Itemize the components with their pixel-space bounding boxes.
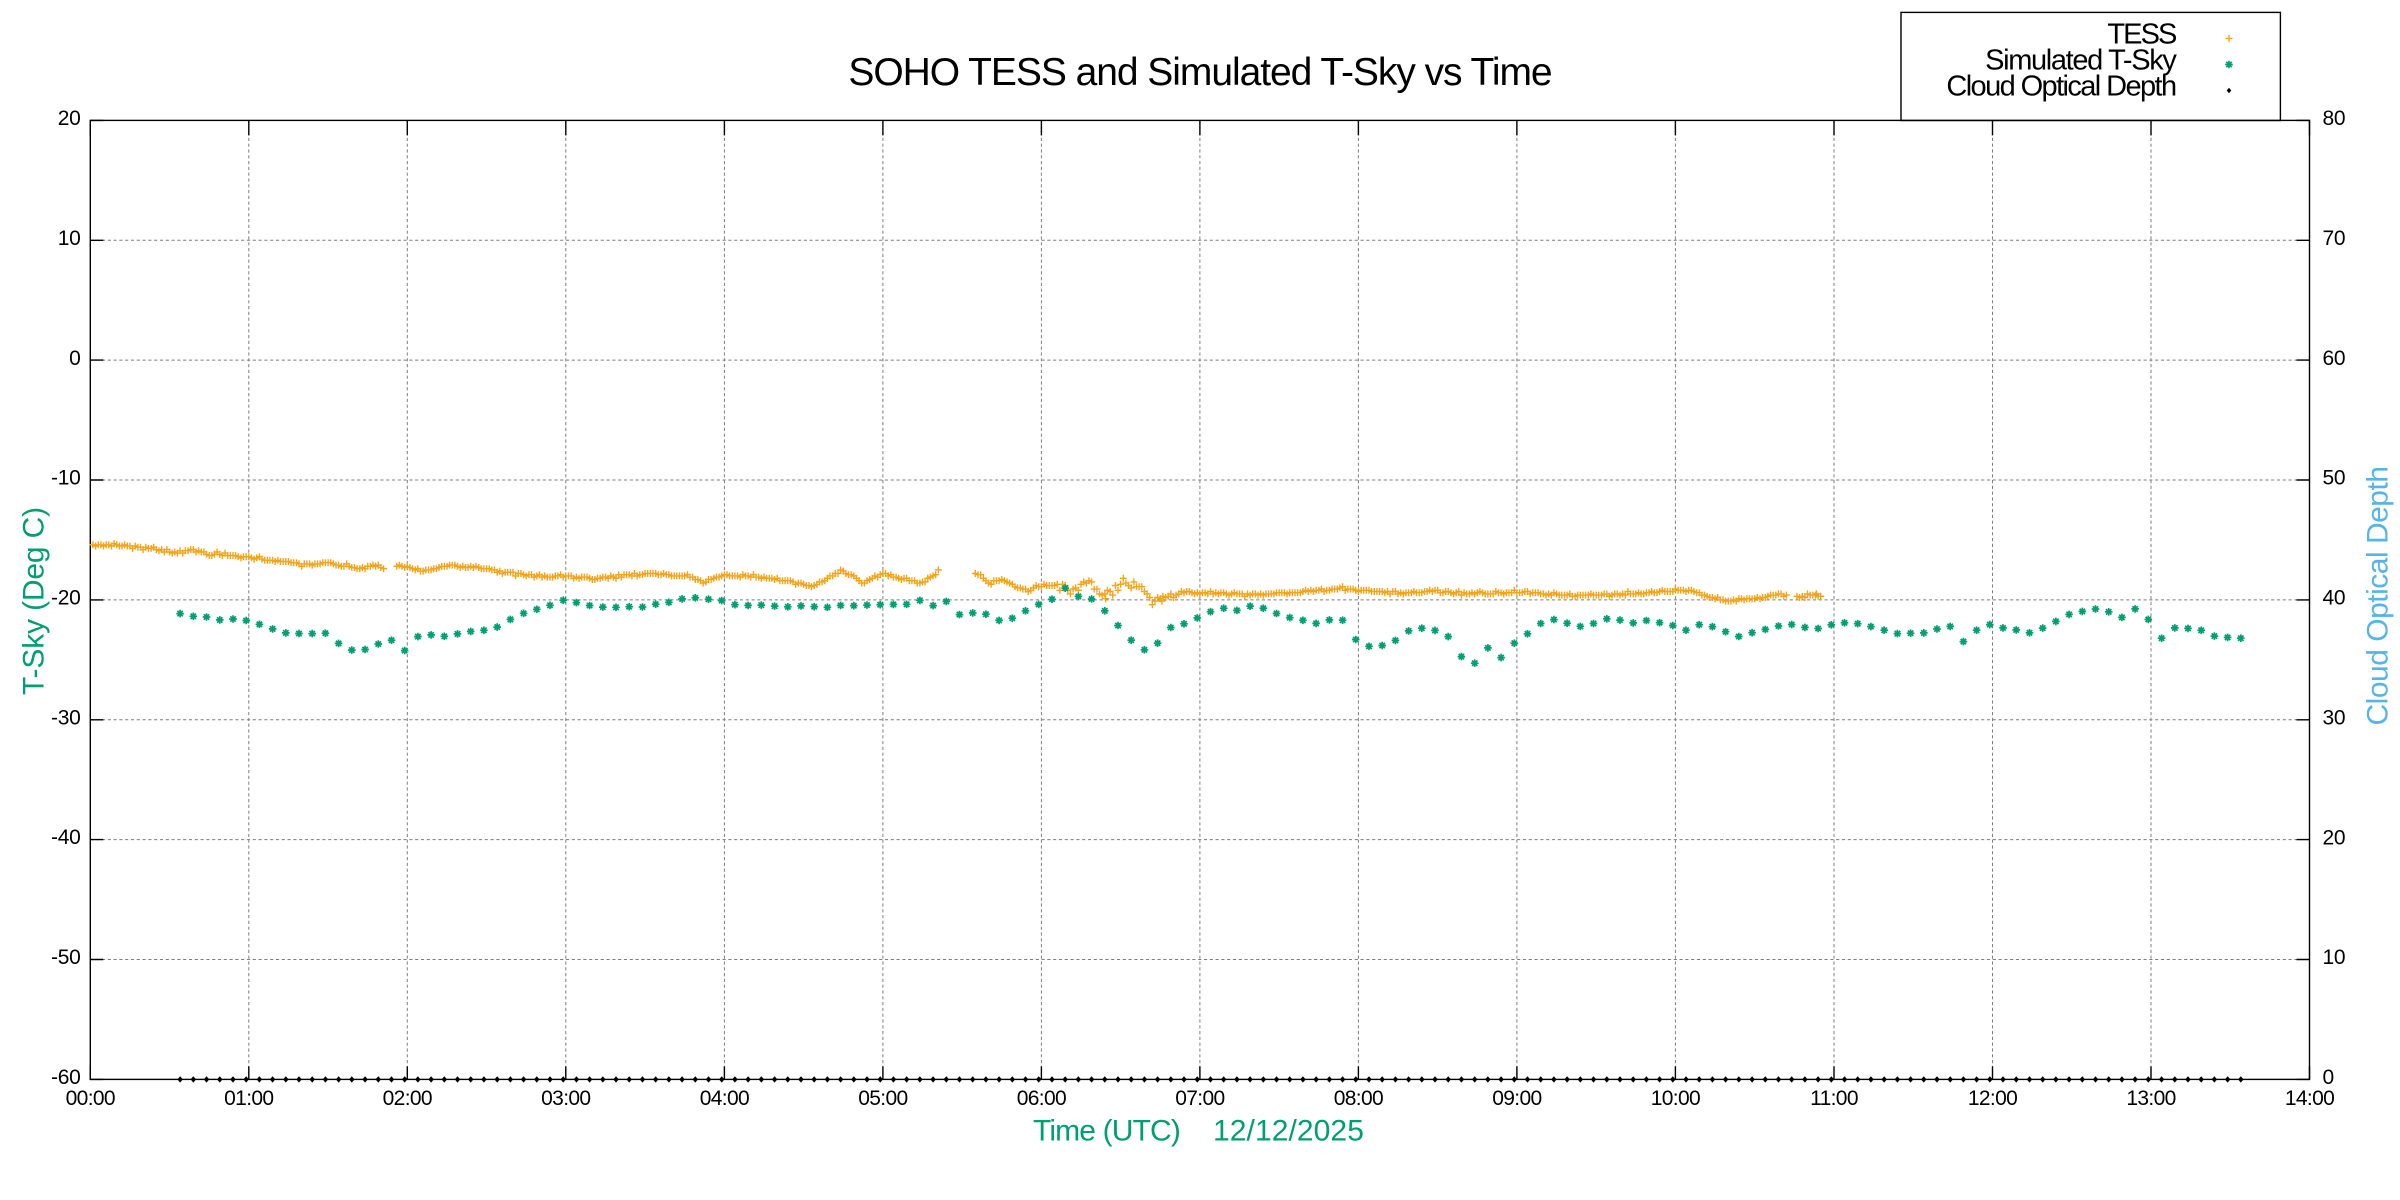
svg-text:20: 20 bbox=[2323, 826, 2346, 849]
svg-text:TESS: TESS bbox=[2107, 19, 2177, 51]
svg-text:0: 0 bbox=[69, 347, 80, 370]
svg-text:12/12/2025: 12/12/2025 bbox=[1213, 1115, 1364, 1148]
svg-text:04:00: 04:00 bbox=[700, 1087, 749, 1110]
svg-text:50: 50 bbox=[2323, 467, 2346, 490]
svg-text:70: 70 bbox=[2323, 227, 2346, 250]
svg-text:10:00: 10:00 bbox=[1651, 1087, 1700, 1110]
svg-text:0: 0 bbox=[2323, 1066, 2334, 1089]
svg-text:T-Sky (Deg C): T-Sky (Deg C) bbox=[17, 507, 50, 695]
svg-text:30: 30 bbox=[2323, 706, 2346, 729]
svg-text:08:00: 08:00 bbox=[1334, 1087, 1383, 1110]
svg-text:12:00: 12:00 bbox=[1968, 1087, 2017, 1110]
svg-text:07:00: 07:00 bbox=[1175, 1087, 1224, 1110]
svg-text:10: 10 bbox=[2323, 946, 2346, 969]
svg-text:-30: -30 bbox=[51, 706, 80, 729]
svg-text:03:00: 03:00 bbox=[541, 1087, 590, 1110]
svg-text:-60: -60 bbox=[51, 1066, 80, 1089]
svg-text:40: 40 bbox=[2323, 587, 2346, 610]
svg-text:20: 20 bbox=[58, 107, 81, 130]
svg-text:-50: -50 bbox=[51, 946, 80, 969]
svg-text:06:00: 06:00 bbox=[1017, 1087, 1066, 1110]
svg-text:11:00: 11:00 bbox=[1810, 1087, 1858, 1110]
svg-text:-10: -10 bbox=[51, 467, 80, 490]
svg-text:SOHO TESS and Simulated T-Sky: SOHO TESS and Simulated T-Sky vs Time bbox=[848, 51, 1551, 94]
svg-text:Cloud Optical Depth: Cloud Optical Depth bbox=[1946, 71, 2176, 103]
svg-text:-40: -40 bbox=[51, 826, 80, 849]
svg-text:01:00: 01:00 bbox=[224, 1087, 273, 1110]
svg-text:Time (UTC): Time (UTC) bbox=[1033, 1115, 1180, 1148]
svg-text:80: 80 bbox=[2323, 107, 2346, 130]
svg-text:09:00: 09:00 bbox=[1492, 1087, 1541, 1110]
svg-text:10: 10 bbox=[58, 227, 81, 250]
svg-text:05:00: 05:00 bbox=[858, 1087, 907, 1110]
svg-text:02:00: 02:00 bbox=[383, 1087, 432, 1110]
svg-text:00:00: 00:00 bbox=[66, 1087, 115, 1110]
svg-text:13:00: 13:00 bbox=[2126, 1087, 2175, 1110]
svg-text:Simulated T-Sky: Simulated T-Sky bbox=[1985, 45, 2177, 77]
svg-text:14:00: 14:00 bbox=[2285, 1087, 2334, 1110]
svg-text:-20: -20 bbox=[51, 587, 80, 610]
svg-text:60: 60 bbox=[2323, 347, 2346, 370]
svg-text:Cloud Optical Depth: Cloud Optical Depth bbox=[2362, 467, 2395, 726]
